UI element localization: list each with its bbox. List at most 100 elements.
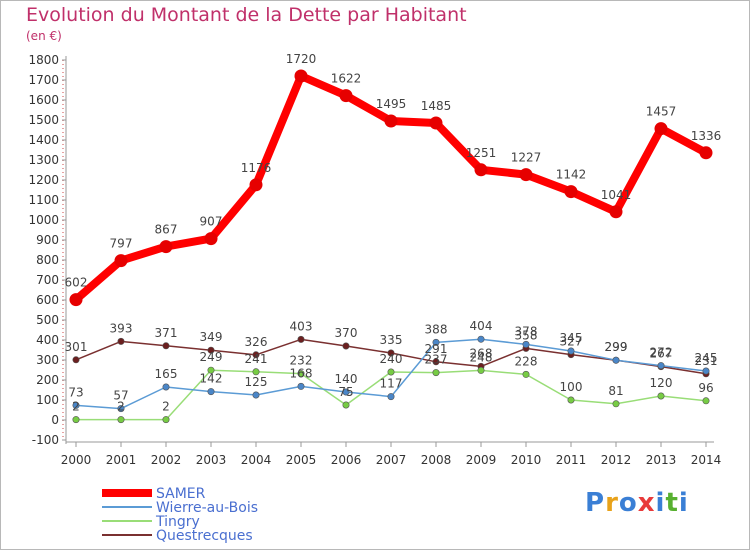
y-tick-label: 1000 bbox=[28, 213, 59, 227]
logo-letter: i bbox=[678, 488, 689, 518]
data-point bbox=[207, 366, 215, 374]
data-label: 81 bbox=[608, 384, 623, 398]
data-point bbox=[159, 240, 173, 254]
data-label: 268 bbox=[470, 346, 493, 360]
data-point bbox=[612, 400, 620, 408]
y-tick-label: 1100 bbox=[28, 193, 59, 207]
data-point bbox=[162, 416, 170, 424]
data-point bbox=[654, 122, 668, 136]
data-point bbox=[387, 349, 395, 357]
logo-letter: t bbox=[665, 488, 679, 518]
data-point bbox=[297, 382, 305, 390]
data-label: 100 bbox=[560, 380, 583, 394]
data-label: 1142 bbox=[556, 168, 587, 182]
data-point bbox=[297, 335, 305, 343]
data-label: 73 bbox=[68, 385, 83, 399]
x-tick-label: 2007 bbox=[376, 453, 407, 467]
data-label: 358 bbox=[515, 328, 538, 342]
data-label: 335 bbox=[380, 333, 403, 347]
data-point bbox=[567, 347, 575, 355]
y-tick-label: 1500 bbox=[28, 113, 59, 127]
data-label: 299 bbox=[605, 340, 628, 354]
data-label: 370 bbox=[335, 326, 358, 340]
data-label: 867 bbox=[155, 223, 178, 237]
y-tick-label: 1400 bbox=[28, 133, 59, 147]
data-label: 241 bbox=[245, 352, 268, 366]
data-label: 1176 bbox=[241, 161, 272, 175]
data-label: 142 bbox=[200, 372, 223, 386]
data-label: 1622 bbox=[331, 72, 362, 86]
x-tick-label: 2001 bbox=[106, 453, 137, 467]
y-tick-label: 1800 bbox=[28, 53, 59, 67]
data-label: 349 bbox=[200, 330, 223, 344]
data-label: 1495 bbox=[376, 97, 407, 111]
data-label: 267 bbox=[650, 347, 673, 361]
data-point bbox=[657, 392, 665, 400]
data-point bbox=[204, 232, 218, 246]
y-tick-label: 200 bbox=[36, 373, 59, 387]
data-label: 299 bbox=[605, 340, 628, 354]
data-label: 907 bbox=[200, 215, 223, 229]
data-point bbox=[564, 185, 578, 199]
x-tick-label: 2003 bbox=[196, 453, 227, 467]
x-tick-label: 2010 bbox=[511, 453, 542, 467]
data-point bbox=[387, 368, 395, 376]
data-point bbox=[252, 391, 260, 399]
data-label: 57 bbox=[113, 389, 128, 403]
data-label: 326 bbox=[245, 335, 268, 349]
data-point bbox=[162, 342, 170, 350]
data-point bbox=[387, 393, 395, 401]
data-point bbox=[567, 396, 575, 404]
data-point bbox=[117, 337, 125, 345]
data-point bbox=[207, 346, 215, 354]
y-tick-label: 0 bbox=[51, 413, 59, 427]
data-label: 393 bbox=[110, 321, 133, 335]
data-label: 117 bbox=[380, 377, 403, 391]
data-point bbox=[72, 416, 80, 424]
data-point bbox=[699, 146, 713, 160]
y-tick-label: 400 bbox=[36, 333, 59, 347]
x-tick-label: 2012 bbox=[601, 453, 632, 467]
legend-label: Wierre-au-Bois bbox=[156, 500, 258, 516]
data-label: 301 bbox=[65, 340, 88, 354]
data-point bbox=[519, 168, 533, 182]
data-label: 378 bbox=[515, 324, 538, 338]
data-point bbox=[477, 335, 485, 343]
data-point bbox=[522, 340, 530, 348]
data-point bbox=[339, 89, 353, 103]
data-label: 248 bbox=[470, 350, 493, 364]
data-label: 125 bbox=[245, 375, 268, 389]
x-tick-label: 2014 bbox=[691, 453, 722, 467]
data-point bbox=[432, 369, 440, 377]
data-label: 403 bbox=[290, 319, 313, 333]
data-point bbox=[252, 368, 260, 376]
data-label: 2 bbox=[117, 400, 125, 414]
data-point bbox=[612, 356, 620, 364]
data-label: 1041 bbox=[601, 188, 632, 202]
data-point bbox=[702, 397, 710, 405]
x-tick-label: 2005 bbox=[286, 453, 317, 467]
data-label: 1336 bbox=[691, 129, 722, 143]
legend-label: SAMER bbox=[156, 486, 206, 502]
data-label: 228 bbox=[515, 354, 538, 368]
y-tick-label: 100 bbox=[36, 393, 59, 407]
data-label: 96 bbox=[698, 381, 713, 395]
data-point bbox=[609, 205, 623, 219]
legend-label: Tingry bbox=[155, 514, 200, 530]
data-point bbox=[702, 367, 710, 375]
logo-letter: r bbox=[605, 488, 619, 518]
data-point bbox=[342, 388, 350, 396]
y-tick-label: 500 bbox=[36, 313, 59, 327]
data-label: 240 bbox=[380, 352, 403, 366]
data-label: 165 bbox=[155, 367, 178, 381]
data-label: 231 bbox=[695, 354, 718, 368]
data-point bbox=[657, 362, 665, 370]
data-label: 272 bbox=[650, 346, 673, 360]
data-label: 797 bbox=[110, 237, 133, 251]
data-label: 602 bbox=[65, 276, 88, 290]
x-tick-label: 2009 bbox=[466, 453, 497, 467]
x-tick-label: 2004 bbox=[241, 453, 272, 467]
chart-title: Evolution du Montant de la Dette par Hab… bbox=[26, 4, 467, 26]
